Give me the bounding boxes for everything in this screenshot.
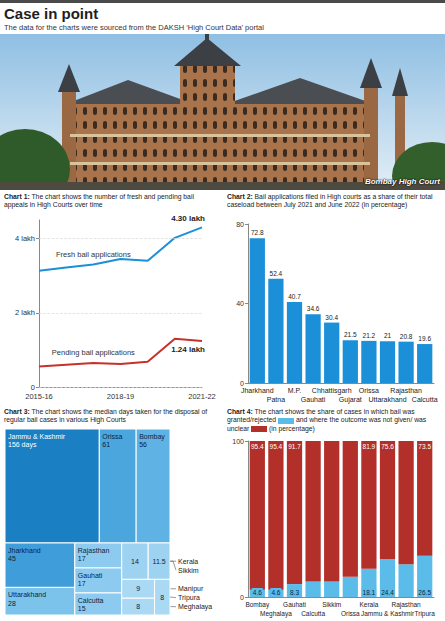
svg-text:Rajasthan: Rajasthan xyxy=(391,601,421,609)
svg-text:26.5: 26.5 xyxy=(418,589,431,596)
html-text:The data for the charts were s: The data for the charts were sourced fro… xyxy=(4,23,264,32)
svg-text:28: 28 xyxy=(8,599,16,606)
svg-text:1.24 lakh: 1.24 lakh xyxy=(171,345,205,354)
svg-text:8.3: 8.3 xyxy=(290,589,299,596)
svg-text:8: 8 xyxy=(160,593,164,600)
svg-text:72.8: 72.8 xyxy=(251,229,264,236)
svg-text:Bombay: Bombay xyxy=(245,601,270,609)
svg-text:Pending bail applications: Pending bail applications xyxy=(52,347,135,356)
svg-text:Calcutta: Calcutta xyxy=(412,396,438,403)
svg-text:M.P.: M.P. xyxy=(288,387,302,394)
svg-text:Meghalaya: Meghalaya xyxy=(260,610,292,618)
svg-text:0: 0 xyxy=(240,593,244,600)
svg-text:Kerala: Kerala xyxy=(360,601,379,608)
svg-text:73.5: 73.5 xyxy=(418,443,431,450)
html-text:Chart 4: The chart shows the s: Chart 4: The chart shows the share of ca… xyxy=(227,408,415,424)
svg-text:Jharkhand: Jharkhand xyxy=(8,546,41,553)
svg-text:2021-22: 2021-22 xyxy=(188,391,216,400)
svg-text:18.1: 18.1 xyxy=(363,589,376,596)
svg-text:Bombay: Bombay xyxy=(139,432,165,440)
svg-text:Sikkim: Sikkim xyxy=(178,566,199,573)
svg-text:9: 9 xyxy=(136,585,140,592)
svg-text:2015-16: 2015-16 xyxy=(25,391,53,400)
svg-text:15: 15 xyxy=(78,605,86,612)
svg-text:Manipur: Manipur xyxy=(178,585,204,593)
svg-text:156 days: 156 days xyxy=(8,441,37,449)
svg-text:19.6: 19.6 xyxy=(418,335,431,342)
svg-text:Rajasthan: Rajasthan xyxy=(78,546,110,554)
svg-text:17: 17 xyxy=(78,555,86,562)
svg-text:Sikkim: Sikkim xyxy=(322,601,341,608)
svg-text:Jammu & Kashmir: Jammu & Kashmir xyxy=(8,432,66,439)
svg-text:Orissa: Orissa xyxy=(102,432,122,439)
svg-text:11.5: 11.5 xyxy=(153,557,166,564)
svg-text:75.6: 75.6 xyxy=(381,443,394,450)
svg-text:0: 0 xyxy=(31,382,35,391)
svg-text:0: 0 xyxy=(240,379,244,386)
svg-text:Kerala: Kerala xyxy=(178,557,198,564)
svg-text:20.8: 20.8 xyxy=(400,332,413,339)
svg-text:Gauhati: Gauhati xyxy=(301,396,326,403)
svg-text:34.6: 34.6 xyxy=(307,305,320,312)
svg-text:Tripura: Tripura xyxy=(415,610,436,618)
svg-text:40: 40 xyxy=(236,300,244,307)
svg-text:Patna: Patna xyxy=(267,396,285,403)
svg-text:2 lakh: 2 lakh xyxy=(15,308,35,317)
svg-text:21.5: 21.5 xyxy=(344,331,357,338)
svg-text:Rajasthan: Rajasthan xyxy=(390,387,422,395)
svg-text:Uttarakhand: Uttarakhand xyxy=(8,591,46,598)
svg-text:30.4: 30.4 xyxy=(325,313,338,320)
svg-text:95.4: 95.4 xyxy=(251,443,264,450)
svg-text:17: 17 xyxy=(78,580,86,587)
svg-text:Uttarakhand: Uttarakhand xyxy=(368,396,406,403)
html-text:Case in point: Case in point xyxy=(4,5,99,22)
svg-text:4.30 lakh: 4.30 lakh xyxy=(171,214,205,223)
svg-text:24.4: 24.4 xyxy=(381,589,394,596)
svg-text:80: 80 xyxy=(236,220,244,227)
svg-text:8: 8 xyxy=(136,603,140,610)
svg-text:21: 21 xyxy=(384,332,392,339)
svg-text:Calcutta: Calcutta xyxy=(78,596,104,603)
svg-text:Gauhati: Gauhati xyxy=(78,571,103,578)
svg-text:100: 100 xyxy=(232,437,244,444)
svg-text:14: 14 xyxy=(131,557,139,564)
svg-text:Calcutta: Calcutta xyxy=(301,610,325,617)
html-text:Chart 2: Bail applications fil: Chart 2: Bail applications filed in High… xyxy=(227,193,433,209)
svg-text:Gauhati: Gauhati xyxy=(283,601,306,608)
svg-text:2018-19: 2018-19 xyxy=(107,391,135,400)
svg-text:56: 56 xyxy=(139,441,147,448)
svg-text:Orissa: Orissa xyxy=(341,610,360,617)
svg-text:81.9: 81.9 xyxy=(363,443,376,450)
svg-text:Fresh bail applications: Fresh bail applications xyxy=(56,249,131,258)
svg-text:91.7: 91.7 xyxy=(288,443,301,450)
html-text:and where the outcome was not: and where the outcome was not given/ was… xyxy=(227,416,427,432)
svg-text:Tripura: Tripura xyxy=(178,594,200,602)
svg-text:Jammu & Kashmir: Jammu & Kashmir xyxy=(361,610,415,617)
html-text:Chart 1: The chart shows the n: Chart 1: The chart shows the number of f… xyxy=(4,193,194,209)
svg-text:4 lakh: 4 lakh xyxy=(15,234,35,243)
html-text:Chart 3: The chart shows the m: Chart 3: The chart shows the median days… xyxy=(4,408,208,424)
svg-text:45: 45 xyxy=(8,555,16,562)
svg-text:21.2: 21.2 xyxy=(363,331,376,338)
html-text:Bombay High Court: Bombay High Court xyxy=(364,177,440,186)
svg-text:4.6: 4.6 xyxy=(271,589,280,596)
svg-text:52.4: 52.4 xyxy=(270,269,283,276)
svg-text:Orissa: Orissa xyxy=(359,387,379,394)
svg-text:Gujarat: Gujarat xyxy=(339,396,362,404)
svg-text:Chhattisgarh: Chhattisgarh xyxy=(312,387,352,395)
svg-text:Jharkhand: Jharkhand xyxy=(241,387,274,394)
svg-text:4.6: 4.6 xyxy=(253,589,262,596)
svg-text:95.4: 95.4 xyxy=(270,443,283,450)
svg-text:Meghalaya: Meghalaya xyxy=(178,603,212,611)
svg-text:40.7: 40.7 xyxy=(288,293,301,300)
html-text:(in percentage): (in percentage) xyxy=(267,424,315,432)
svg-text:61: 61 xyxy=(102,441,110,448)
